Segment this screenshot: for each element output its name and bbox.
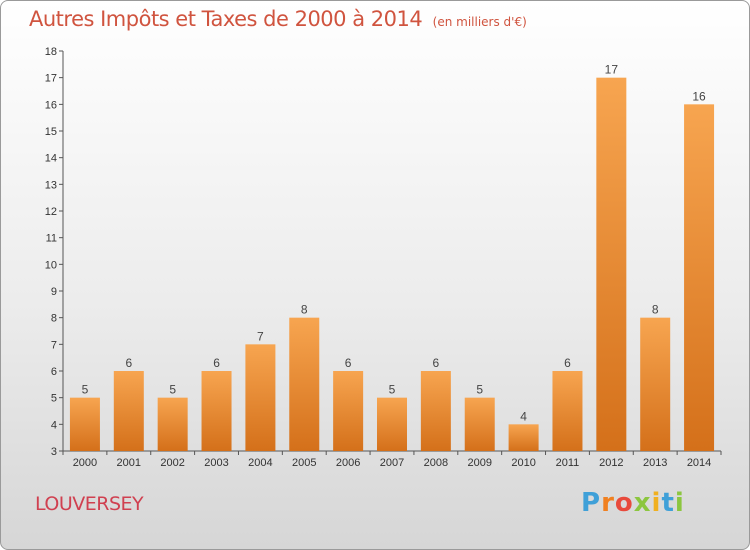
bar-value-label: 6 — [125, 356, 132, 370]
bar-value-label: 5 — [476, 383, 483, 397]
x-tick-label: 2011 — [556, 457, 580, 469]
y-tick-label: 18 — [45, 46, 57, 58]
bar-value-label: 6 — [564, 356, 571, 370]
y-tick-label: 6 — [51, 366, 57, 378]
chart-subtitle: (en milliers d'€) — [432, 15, 527, 29]
y-tick-label: 3 — [51, 446, 57, 458]
bar — [552, 371, 583, 451]
x-tick-label: 2014 — [687, 457, 711, 469]
bar — [157, 397, 188, 451]
bar — [464, 397, 495, 451]
bar-value-label: 7 — [257, 329, 264, 343]
y-tick-label: 4 — [51, 419, 57, 431]
x-tick-label: 2013 — [643, 457, 667, 469]
bar-value-label: 16 — [692, 89, 706, 103]
bar — [684, 104, 715, 451]
logo-letter: i — [674, 488, 685, 518]
x-tick-label: 2007 — [380, 457, 404, 469]
bar — [289, 317, 320, 451]
x-tick-label: 2003 — [204, 457, 228, 469]
bar-value-label: 8 — [652, 303, 659, 317]
chart-title-area: Autres Impôts et Taxes de 2000 à 2014 (e… — [29, 7, 527, 31]
logo-letter: o — [614, 488, 634, 518]
bar-value-label: 6 — [433, 356, 440, 370]
bar — [69, 397, 100, 451]
y-tick-label: 14 — [45, 153, 57, 165]
logo-letter: i — [651, 488, 662, 518]
y-tick-label: 10 — [45, 259, 57, 271]
bar — [113, 371, 144, 451]
x-tick-label: 2010 — [511, 457, 535, 469]
bar-value-label: 6 — [345, 356, 352, 370]
y-tick-label: 5 — [51, 393, 57, 405]
x-tick-label: 2001 — [117, 457, 141, 469]
bar — [420, 371, 451, 451]
bar-value-label: 5 — [389, 383, 396, 397]
bar-value-label: 6 — [213, 356, 220, 370]
bar — [245, 344, 276, 451]
y-tick-label: 17 — [45, 73, 57, 85]
x-tick-label: 2008 — [424, 457, 448, 469]
y-tick-label: 11 — [46, 233, 57, 245]
y-tick-label: 7 — [51, 339, 57, 351]
y-tick-label: 13 — [45, 179, 57, 191]
chart-title: Autres Impôts et Taxes de 2000 à 2014 — [29, 7, 423, 31]
y-tick-label: 15 — [45, 126, 57, 138]
bar-value-label: 4 — [520, 409, 527, 423]
bar — [640, 317, 671, 451]
bar — [508, 424, 539, 451]
bar — [596, 77, 627, 452]
logo-letter: t — [661, 488, 675, 518]
bar-value-label: 5 — [169, 383, 176, 397]
bar-value-label: 5 — [82, 383, 89, 397]
chart-bars — [69, 77, 715, 452]
place-name: LOUVERSEY — [35, 493, 144, 515]
logo-letter: P — [581, 488, 602, 518]
x-tick-label: 2009 — [467, 457, 491, 469]
x-tick-label: 2002 — [160, 457, 184, 469]
x-tick-label: 2012 — [599, 457, 623, 469]
bar — [333, 371, 364, 451]
x-tick-label: 2004 — [248, 457, 272, 469]
chart-labels: 5 2000 6 2001 5 2002 6 2003 7 2004 8 2005 6 2006 5 2007… — [73, 63, 712, 469]
logo-letter: r — [601, 488, 615, 518]
x-tick-label: 2006 — [336, 457, 360, 469]
bar — [377, 397, 407, 451]
bar-value-label: 17 — [605, 63, 619, 77]
y-tick-label: 9 — [51, 286, 57, 298]
y-tick-label: 16 — [45, 99, 57, 111]
proxiti-logo[interactable]: Proxiti — [581, 488, 685, 518]
x-tick-label: 2000 — [73, 457, 97, 469]
x-tick-label: 2005 — [292, 457, 316, 469]
y-tick-label: 8 — [51, 313, 57, 325]
y-tick-label: 12 — [45, 206, 57, 218]
logo-letter: x — [633, 488, 652, 518]
bar — [201, 371, 232, 451]
bar-value-label: 8 — [301, 303, 308, 317]
